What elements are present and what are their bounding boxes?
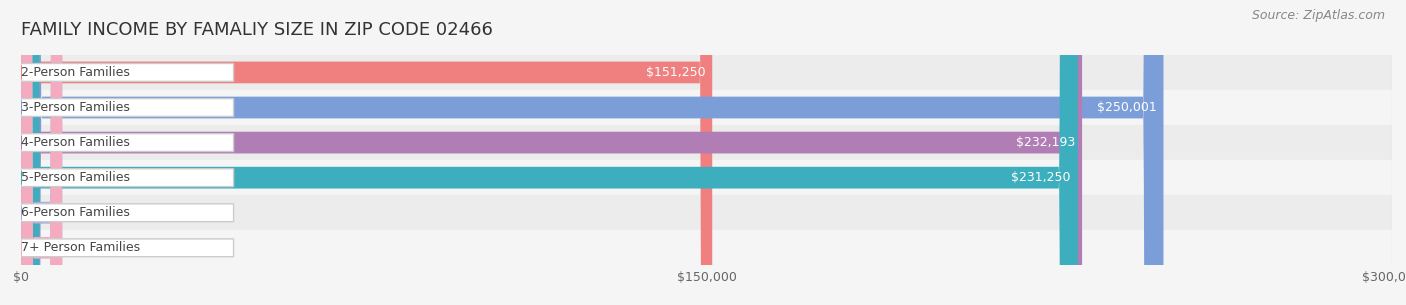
Bar <box>21 90 1392 125</box>
Text: $0: $0 <box>69 241 86 254</box>
FancyBboxPatch shape <box>21 0 713 305</box>
FancyBboxPatch shape <box>21 99 233 117</box>
Text: $0: $0 <box>69 206 86 219</box>
Text: FAMILY INCOME BY FAMALIY SIZE IN ZIP CODE 02466: FAMILY INCOME BY FAMALIY SIZE IN ZIP COD… <box>21 21 494 39</box>
FancyBboxPatch shape <box>21 204 233 222</box>
Bar <box>21 55 1392 90</box>
FancyBboxPatch shape <box>21 0 1164 305</box>
Bar <box>21 160 1392 195</box>
Text: 3-Person Families: 3-Person Families <box>21 101 129 114</box>
Bar <box>21 125 1392 160</box>
FancyBboxPatch shape <box>21 63 233 81</box>
FancyBboxPatch shape <box>21 0 62 305</box>
Text: 4-Person Families: 4-Person Families <box>21 136 129 149</box>
Text: $151,250: $151,250 <box>645 66 706 79</box>
Bar <box>21 195 1392 230</box>
FancyBboxPatch shape <box>21 239 233 257</box>
Text: 2-Person Families: 2-Person Families <box>21 66 129 79</box>
Text: Source: ZipAtlas.com: Source: ZipAtlas.com <box>1251 9 1385 22</box>
FancyBboxPatch shape <box>21 0 1083 305</box>
FancyBboxPatch shape <box>21 169 233 187</box>
Text: $231,250: $231,250 <box>1011 171 1071 184</box>
Text: 5-Person Families: 5-Person Families <box>21 171 131 184</box>
FancyBboxPatch shape <box>21 134 233 152</box>
FancyBboxPatch shape <box>21 0 62 305</box>
Text: 7+ Person Families: 7+ Person Families <box>21 241 141 254</box>
Bar <box>21 230 1392 265</box>
Text: $232,193: $232,193 <box>1017 136 1076 149</box>
FancyBboxPatch shape <box>21 0 1078 305</box>
Text: $250,001: $250,001 <box>1097 101 1157 114</box>
Text: 6-Person Families: 6-Person Families <box>21 206 129 219</box>
